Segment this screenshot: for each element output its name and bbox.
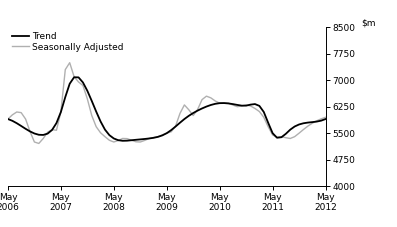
Y-axis label: $m: $m bbox=[361, 18, 376, 27]
Legend: Trend, Seasonally Adjusted: Trend, Seasonally Adjusted bbox=[12, 32, 124, 52]
